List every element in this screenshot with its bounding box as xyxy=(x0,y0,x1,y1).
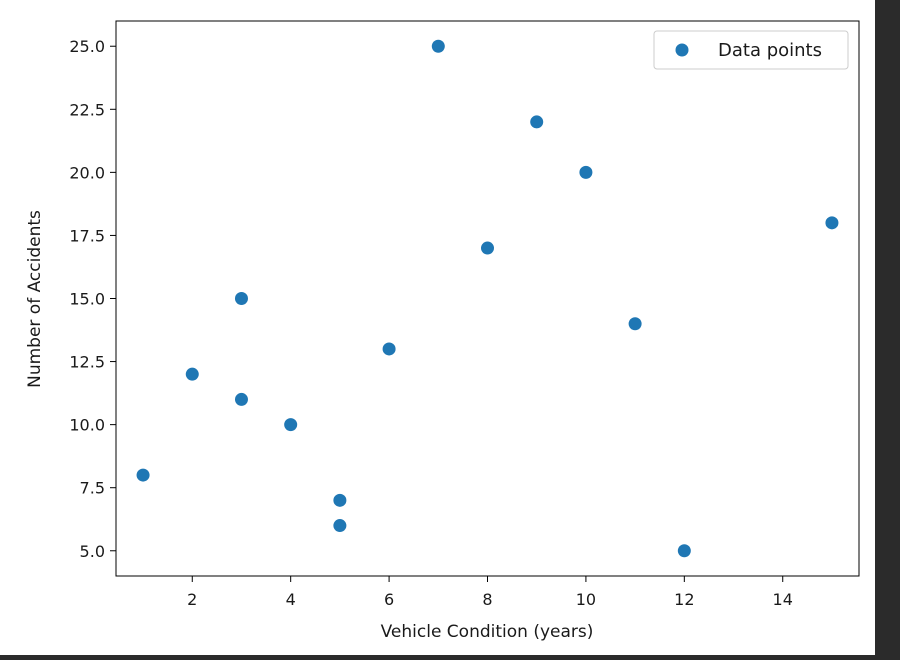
x-tick-label: 4 xyxy=(286,590,296,609)
chart-figure: 2 4 6 8 10 12 14 5.0 7.5 10.0 12.5 15.0 17.5 20.0 22.5… xyxy=(0,0,875,655)
data-point xyxy=(185,367,199,381)
y-tick-label: 5.0 xyxy=(80,542,105,561)
data-point xyxy=(382,342,396,356)
data-point xyxy=(136,468,150,482)
x-tick-label: 8 xyxy=(482,590,492,609)
points-layer xyxy=(136,39,839,558)
ticks-layer: 2 4 6 8 10 12 14 5.0 7.5 10.0 12.5 15.0 17.5 20.0 22.5… xyxy=(69,37,793,609)
plot-area-frame xyxy=(115,20,860,577)
legend-box xyxy=(653,30,849,70)
data-point xyxy=(333,519,347,533)
data-point xyxy=(628,317,642,331)
data-point xyxy=(481,241,494,255)
data-point xyxy=(431,39,445,53)
x-axis-label: Vehicle Condition (years) xyxy=(381,622,594,642)
legend: Data points xyxy=(653,30,849,70)
y-tick-label: 22.5 xyxy=(69,100,105,119)
x-tick-label: 10 xyxy=(576,590,596,609)
y-tick-label: 20.0 xyxy=(69,163,105,182)
x-tick-label: 2 xyxy=(187,590,197,609)
x-tick-label: 12 xyxy=(674,590,694,609)
y-tick-label: 10.0 xyxy=(69,416,105,435)
legend-marker-data-points xyxy=(675,43,689,57)
legend-label-data-points: Data points xyxy=(718,40,822,61)
data-point xyxy=(677,544,691,558)
data-point xyxy=(284,418,298,432)
data-point xyxy=(234,392,248,406)
y-tick-label: 7.5 xyxy=(80,479,105,498)
data-point xyxy=(579,165,593,179)
x-tick-label: 6 xyxy=(384,590,394,609)
x-tick-label: 14 xyxy=(773,590,793,609)
y-tick-label: 15.0 xyxy=(69,290,105,309)
y-tick-label: 17.5 xyxy=(69,226,105,245)
y-tick-label: 25.0 xyxy=(69,37,105,56)
data-point xyxy=(333,493,347,507)
scatter-chart: 2 4 6 8 10 12 14 5.0 7.5 10.0 12.5 15.0 17.5 20.0 22.5… xyxy=(25,20,860,642)
data-point xyxy=(234,292,248,305)
y-tick-label: 12.5 xyxy=(69,353,105,372)
data-point xyxy=(825,216,839,230)
data-point xyxy=(530,115,544,129)
y-axis-label: Number of Accidents xyxy=(25,210,45,388)
